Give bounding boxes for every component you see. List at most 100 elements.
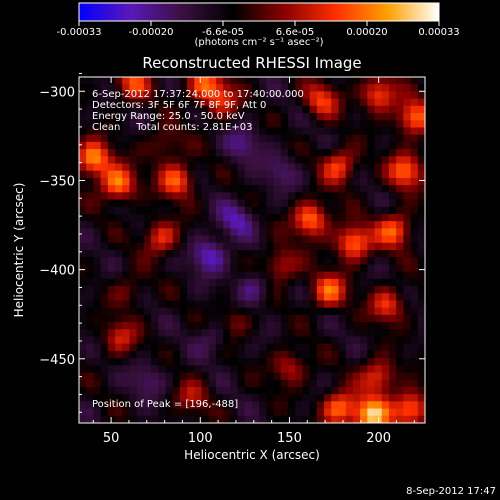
- heatmap-cell: [86, 156, 95, 165]
- heatmap-cell: [280, 257, 289, 266]
- heatmap-cell: [165, 105, 174, 114]
- heatmap-cell: [179, 329, 188, 338]
- heatmap-cell: [122, 336, 131, 345]
- heatmap-cell: [352, 141, 361, 150]
- heatmap-cell: [259, 329, 268, 338]
- heatmap-cell: [302, 264, 311, 273]
- y-axis-label: Heliocentric Y (arcsec): [12, 183, 26, 318]
- heatmap-cell: [324, 235, 332, 244]
- heatmap-cell: [338, 264, 347, 273]
- heatmap-cell: [252, 242, 260, 251]
- heatmap-cell: [417, 264, 425, 273]
- heatmap-cell: [266, 163, 275, 172]
- heatmap-cell: [280, 293, 289, 302]
- annotation-time: 6-Sep-2012 17:37:24.000 to 17:40:00.000: [92, 89, 304, 100]
- heatmap-cell: [244, 307, 253, 316]
- heatmap-cell: [215, 322, 224, 330]
- heatmap-cell: [107, 235, 116, 244]
- heatmap-cell: [230, 163, 239, 172]
- heatmap-cell: [331, 228, 340, 237]
- heatmap-cell: [215, 250, 224, 258]
- heatmap-cell: [129, 264, 138, 273]
- heatmap-cell: [410, 192, 419, 201]
- heatmap-cell: [252, 113, 260, 121]
- heatmap-cell: [338, 127, 347, 136]
- heatmap-cell: [179, 293, 188, 302]
- heatmap-cell: [107, 84, 116, 93]
- heatmap-cell: [79, 242, 87, 251]
- heatmap-cell: [302, 149, 311, 157]
- heatmap-cell: [288, 113, 296, 121]
- heatmap-cell: [201, 322, 210, 330]
- heatmap-cell: [165, 170, 174, 179]
- heatmap-cell: [360, 379, 368, 388]
- heatmap-cell: [194, 293, 203, 302]
- heatmap-cell: [288, 105, 296, 114]
- heatmap-cell: [151, 293, 159, 302]
- heatmap-cell: [122, 221, 131, 229]
- heatmap-cell: [79, 365, 87, 374]
- heatmap-cell: [172, 343, 181, 352]
- heatmap-cell: [302, 213, 311, 222]
- heatmap-cell: [280, 177, 289, 186]
- heatmap-cell: [187, 278, 195, 287]
- heatmap-cell: [252, 415, 260, 423]
- heatmap-cell: [223, 278, 231, 287]
- heatmap-cell: [295, 329, 304, 338]
- heatmap-cell: [93, 84, 102, 93]
- heatmap-cell: [388, 177, 397, 186]
- heatmap-cell: [194, 314, 203, 323]
- heatmap-cell: [194, 257, 203, 266]
- heatmap-cell: [316, 271, 325, 280]
- heatmap-cell: [223, 77, 231, 85]
- heatmap-cell: [187, 228, 195, 237]
- heatmap-cell: [165, 199, 174, 208]
- heatmap-cell: [172, 278, 181, 287]
- heatmap-cell: [388, 329, 397, 338]
- heatmap-cell: [324, 156, 332, 165]
- heatmap-cell: [223, 358, 231, 366]
- heatmap-cell: [201, 278, 210, 287]
- heatmap-cell: [172, 84, 181, 93]
- heatmap-cell: [215, 221, 224, 229]
- heatmap-cell: [79, 213, 87, 222]
- heatmap-cell: [172, 156, 181, 165]
- heatmap-cell: [107, 401, 116, 410]
- heatmap-cell: [143, 242, 152, 251]
- heatmap-cell: [324, 401, 332, 410]
- heatmap-cell: [151, 206, 159, 215]
- heatmap-cell: [79, 401, 87, 410]
- heatmap-cell: [100, 394, 109, 402]
- heatmap-cell: [252, 84, 260, 93]
- heatmap-cell: [374, 84, 383, 93]
- heatmap-cell: [396, 300, 404, 309]
- heatmap-cell: [136, 149, 145, 157]
- heatmap-cell: [223, 192, 231, 201]
- heatmap-cell: [352, 264, 361, 273]
- heatmap-cell: [295, 221, 304, 229]
- heatmap-cell: [129, 343, 138, 352]
- heatmap-cell: [381, 127, 390, 136]
- heatmap-cell: [179, 134, 188, 143]
- heatmap-cell: [93, 213, 102, 222]
- heatmap-cell: [165, 149, 174, 157]
- heatmap-cell: [100, 408, 109, 417]
- heatmap-cell: [100, 300, 109, 309]
- heatmap-cell: [215, 401, 224, 410]
- heatmap-cell: [215, 149, 224, 157]
- heatmap-cell: [288, 213, 296, 222]
- heatmap-cell: [396, 401, 404, 410]
- heatmap-cell: [367, 286, 376, 294]
- heatmap-cell: [100, 192, 109, 201]
- heatmap-cell: [381, 365, 390, 374]
- heatmap-cell: [244, 134, 253, 143]
- heatmap-cell: [403, 98, 412, 107]
- heatmap-cell: [252, 105, 260, 114]
- heatmap-cell: [302, 206, 311, 215]
- heatmap-cell: [266, 401, 275, 410]
- heatmap-cell: [115, 257, 123, 266]
- heatmap-cell: [223, 221, 231, 229]
- heatmap-cell: [129, 199, 138, 208]
- heatmap-cell: [194, 120, 203, 129]
- heatmap-cell: [252, 336, 260, 345]
